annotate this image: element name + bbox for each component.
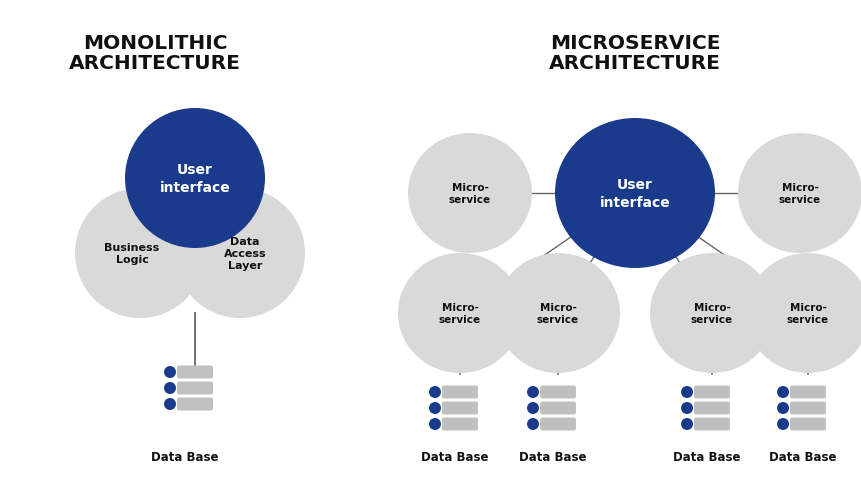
Ellipse shape [398,253,522,373]
FancyBboxPatch shape [790,402,826,415]
Ellipse shape [75,189,205,318]
FancyBboxPatch shape [540,418,576,430]
Text: User
interface: User interface [159,163,231,194]
Ellipse shape [555,119,715,268]
Text: Micro-
service: Micro- service [779,183,821,205]
Ellipse shape [429,418,441,430]
Text: Micro-
service: Micro- service [537,302,579,325]
Ellipse shape [777,402,789,414]
Text: User
interface: User interface [599,178,671,209]
Text: Data Base: Data Base [421,450,489,463]
Ellipse shape [681,402,693,414]
Ellipse shape [650,253,774,373]
FancyBboxPatch shape [177,398,213,411]
Ellipse shape [429,402,441,414]
Ellipse shape [125,109,265,248]
Text: Micro-
service: Micro- service [691,302,733,325]
Ellipse shape [408,134,532,253]
Ellipse shape [681,418,693,430]
Text: Business
Logic: Business Logic [104,243,159,264]
FancyBboxPatch shape [694,418,730,430]
Text: Data Base: Data Base [519,450,586,463]
FancyBboxPatch shape [540,386,576,399]
FancyBboxPatch shape [694,386,730,399]
Text: MICROSERVICE
ARCHITECTURE: MICROSERVICE ARCHITECTURE [549,34,721,73]
FancyBboxPatch shape [177,382,213,395]
Ellipse shape [738,134,861,253]
Text: Data
Access
Layer: Data Access Layer [224,236,266,271]
Ellipse shape [429,386,441,398]
FancyBboxPatch shape [694,402,730,415]
Ellipse shape [681,386,693,398]
Ellipse shape [777,386,789,398]
FancyBboxPatch shape [540,402,576,415]
Text: Micro-
service: Micro- service [449,183,491,205]
FancyBboxPatch shape [442,386,478,399]
Ellipse shape [164,382,176,394]
Ellipse shape [175,189,305,318]
Ellipse shape [527,386,539,398]
Text: Data Base: Data Base [673,450,740,463]
FancyBboxPatch shape [790,386,826,399]
Ellipse shape [527,402,539,414]
Ellipse shape [746,253,861,373]
FancyBboxPatch shape [442,402,478,415]
Ellipse shape [164,398,176,410]
Text: Micro-
service: Micro- service [787,302,829,325]
Text: Data Base: Data Base [769,450,837,463]
Text: Micro-
service: Micro- service [439,302,481,325]
Text: Data Base: Data Base [152,450,219,463]
Ellipse shape [777,418,789,430]
Ellipse shape [496,253,620,373]
FancyBboxPatch shape [177,366,213,379]
FancyBboxPatch shape [442,418,478,430]
FancyBboxPatch shape [790,418,826,430]
Ellipse shape [527,418,539,430]
Text: MONOLITHIC
ARCHITECTURE: MONOLITHIC ARCHITECTURE [69,34,241,73]
Ellipse shape [164,366,176,378]
